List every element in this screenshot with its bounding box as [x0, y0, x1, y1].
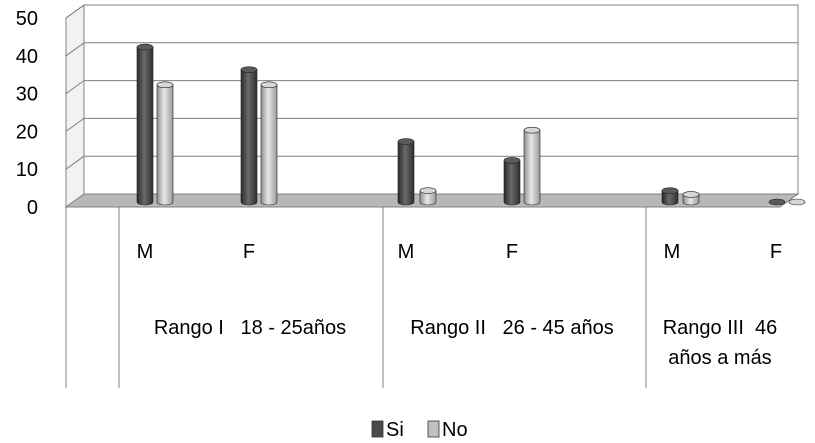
legend-label-no: No [442, 419, 468, 441]
bar-top [788, 198, 806, 206]
gridline-side [65, 4, 85, 19]
bar-no-5 [788, 198, 806, 206]
bar-top [240, 66, 258, 73]
category-table: M F M F M F Rango I 18 - 25años Rango II 26 - 4… [65, 207, 782, 388]
y-tick-label: 50 [16, 8, 38, 30]
gridline-side [65, 155, 85, 170]
bar-si-5 [768, 198, 786, 206]
group-label: años a más [668, 347, 771, 369]
back-wall [83, 4, 799, 195]
bar-body [661, 190, 679, 206]
bar-body [240, 69, 258, 206]
bar-body [397, 141, 415, 206]
bar-top [419, 187, 437, 194]
category-label: M [664, 241, 681, 263]
bar-no-3 [523, 126, 541, 206]
bar-top [661, 187, 679, 194]
legend: Si No [371, 419, 468, 441]
bar-top [156, 81, 174, 89]
legend-swatch-no [427, 420, 440, 438]
bar-si-1 [240, 66, 258, 206]
bar-body [523, 129, 541, 206]
bar-si-0 [136, 43, 154, 206]
bar-si-2 [397, 138, 415, 206]
legend-label-si: Si [386, 419, 404, 441]
chart-walls [64, 4, 800, 208]
bar-top [260, 81, 278, 89]
bar-top [503, 157, 521, 164]
bar-top [768, 198, 786, 206]
group-label: Rango I 18 - 25años [154, 317, 346, 339]
bar-no-1 [260, 81, 278, 206]
bar-body [419, 190, 437, 206]
y-tick-label: 30 [16, 84, 38, 106]
gridlines [65, 4, 798, 170]
group-label: Rango III 46 [663, 317, 778, 339]
bar-top [682, 191, 700, 198]
bar-no-4 [682, 191, 700, 206]
y-axis-ticks: 0 10 20 30 40 50 [16, 8, 38, 219]
y-tick-label: 20 [16, 121, 38, 143]
bars [136, 43, 806, 206]
bar-body [136, 46, 154, 206]
category-label: F [506, 241, 518, 263]
category-label: M [398, 241, 415, 263]
legend-swatch-si [371, 420, 384, 438]
bar-si-4 [661, 187, 679, 206]
bar-body [260, 84, 278, 206]
bar-top [397, 138, 415, 145]
category-label: F [770, 241, 782, 263]
bar-top [523, 126, 541, 134]
side-wall [65, 4, 85, 208]
gridline-side [65, 117, 85, 132]
bar-body [503, 160, 521, 206]
y-tick-label: 10 [16, 159, 38, 181]
y-tick-label: 0 [27, 197, 38, 219]
bar-top [136, 43, 154, 51]
bar-no-2 [419, 187, 437, 206]
group-label: Rango II 26 - 45 años [410, 317, 613, 339]
bar-si-3 [503, 157, 521, 206]
category-label: M [137, 241, 154, 263]
gridline-side [65, 42, 85, 57]
category-label: F [243, 241, 255, 263]
y-tick-label: 40 [16, 46, 38, 68]
gridline-side [65, 80, 85, 95]
bar-no-0 [156, 81, 174, 206]
bar-body [156, 84, 174, 206]
